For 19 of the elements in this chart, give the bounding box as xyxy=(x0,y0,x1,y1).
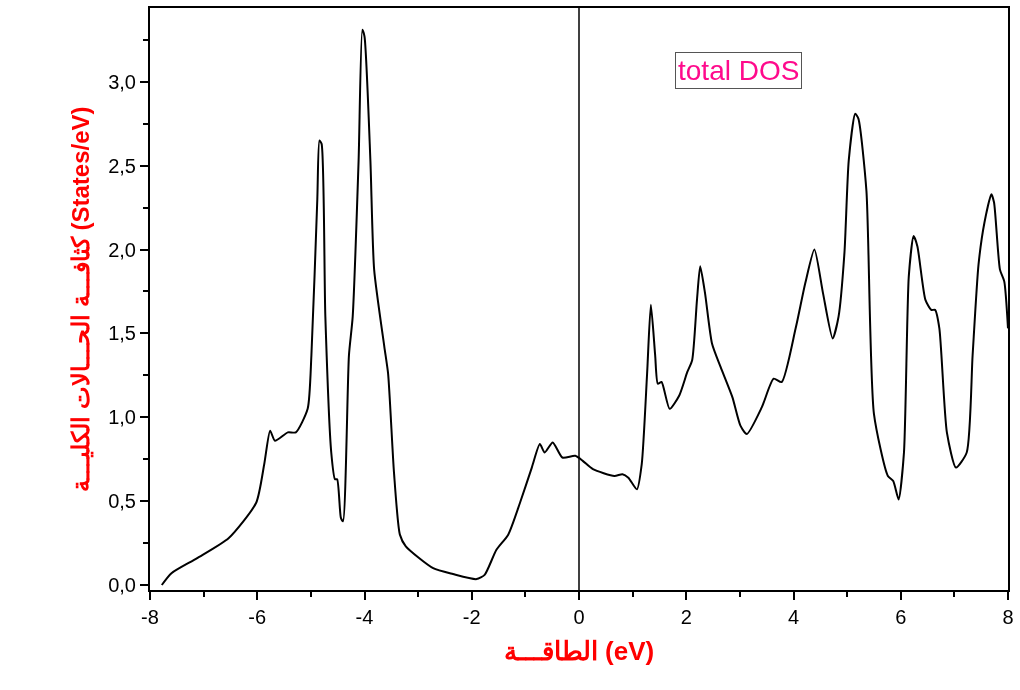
x-tick-label: -8 xyxy=(141,606,159,628)
y-tick-label: 2,5 xyxy=(108,154,136,177)
y-tick-label: 0,0 xyxy=(108,573,136,596)
y-tick-label: 0,5 xyxy=(108,490,136,513)
x-tick-label: -6 xyxy=(248,606,267,628)
annotation: total DOS xyxy=(678,55,800,86)
y-tick-label: 3,0 xyxy=(108,70,136,93)
y-tick-label: 1,0 xyxy=(108,406,136,429)
x-tick-label: -4 xyxy=(355,606,374,628)
y-tick-label: 2,0 xyxy=(108,238,136,261)
x-tick-label: -2 xyxy=(462,606,481,628)
x-tick-label: 8 xyxy=(1002,606,1014,628)
x-tick-label: 6 xyxy=(895,606,907,628)
x-tick-label: 2 xyxy=(680,606,692,628)
x-axis-title: الطاقـــة (eV) xyxy=(503,636,655,667)
y-tick-label: 1,5 xyxy=(108,322,136,345)
x-tick-label: 4 xyxy=(787,606,800,628)
y-axis-title: كثافـــة الحـــالات الكليـــة (States/eV) xyxy=(66,106,94,492)
x-tick-label: 0 xyxy=(573,606,585,628)
